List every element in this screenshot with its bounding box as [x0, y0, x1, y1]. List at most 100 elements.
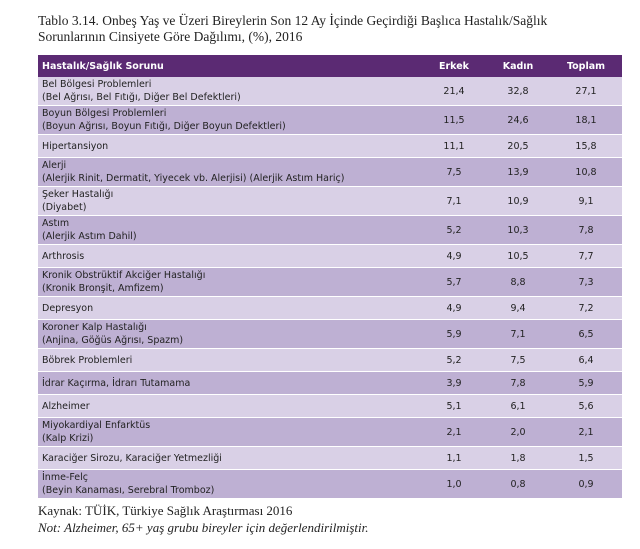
condition-name: Böbrek Problemleri [42, 354, 133, 366]
condition-name: Boyun Bölgesi Problemleri [42, 108, 167, 119]
male-value: 7,1 [422, 186, 486, 216]
female-value: 10,3 [486, 215, 550, 245]
condition-cell: Koroner Kalp Hastalığı (Anjina, Göğüs Ağr… [38, 319, 422, 349]
condition-name: Bel Bölgesi Problemleri [42, 79, 152, 90]
condition-cell: Kronik Obstrüktif Akciğer Hastalığı (Kron… [38, 267, 422, 297]
total-value: 7,3 [550, 267, 622, 297]
condition-cell: Hipertansiyon [38, 134, 422, 158]
condition-name: Hipertansiyon [42, 140, 109, 152]
female-value: 1,8 [486, 446, 550, 470]
male-value: 3,9 [422, 371, 486, 395]
source-line: Kaynak: TÜİK, Türkiye Sağlık Araştırması… [38, 503, 293, 518]
female-value: 0,8 [486, 469, 550, 499]
male-value: 5,2 [422, 215, 486, 245]
table-row: Koroner Kalp Hastalığı (Anjina, Göğüs Ağr… [38, 319, 622, 349]
female-value: 20,5 [486, 134, 550, 158]
total-value: 9,1 [550, 186, 622, 216]
condition-name: Arthrosis [42, 250, 85, 262]
female-value: 24,6 [486, 105, 550, 135]
table-body: Bel Bölgesi Problemleri (Bel Ağrısı, Bel … [38, 77, 622, 499]
total-value: 6,4 [550, 348, 622, 372]
total-value: 27,1 [550, 77, 622, 106]
male-value: 5,9 [422, 319, 486, 349]
condition-detail: (Alerjik Rinit, Dermatit, Yiyecek vb. Al… [42, 173, 345, 184]
total-value: 5,9 [550, 371, 622, 395]
total-value: 18,1 [550, 105, 622, 135]
condition-cell: Bel Bölgesi Problemleri (Bel Ağrısı, Bel … [38, 77, 422, 106]
female-value: 10,9 [486, 186, 550, 216]
header-total: Toplam [550, 55, 622, 77]
condition-detail: (Beyin Kanaması, Serebral Tromboz) [42, 485, 215, 496]
condition-cell: Depresyon [38, 296, 422, 320]
condition-name: Alerji [42, 160, 67, 171]
condition-cell: Arthrosis [38, 244, 422, 268]
table-row: İdrar Kaçırma, İdrarı Tutamama 3,9 7,8 5,9 [38, 371, 622, 395]
table-row: Hipertansiyon 11,1 20,5 15,8 [38, 134, 622, 158]
table-title-line-2: Sorunlarının Cinsiyete Göre Dağılımı, (%… [38, 29, 303, 44]
condition-cell: Böbrek Problemleri [38, 348, 422, 372]
female-value: 13,9 [486, 157, 550, 187]
condition-name: Miyokardiyal Enfarktüs [42, 420, 151, 431]
condition-detail: (Boyun Ağrısı, Boyun Fıtığı, Diğer Boyun… [42, 121, 286, 132]
condition-name: İnme-Felç [42, 472, 89, 483]
total-value: 7,2 [550, 296, 622, 320]
table-row: Alerji (Alerjik Rinit, Dermatit, Yiyecek … [38, 157, 622, 187]
condition-name: İdrar Kaçırma, İdrarı Tutamama [42, 377, 191, 389]
condition-name: Astım [42, 218, 70, 229]
condition-detail: (Bel Ağrısı, Bel Fıtığı, Diğer Bel Defek… [42, 92, 241, 103]
condition-name: Alzheimer [42, 400, 90, 412]
table-row: Karaciğer Sirozu, Karaciğer Yetmezliği 1,… [38, 446, 622, 470]
condition-cell: Karaciğer Sirozu, Karaciğer Yetmezliği [38, 446, 422, 470]
male-value: 11,5 [422, 105, 486, 135]
total-value: 6,5 [550, 319, 622, 349]
table-title: Tablo 3.14. Onbeş Yaş ve Üzeri Bireyleri… [38, 13, 638, 45]
condition-cell: Astım (Alerjik Astım Dahil) [38, 215, 422, 245]
table-row: Kronik Obstrüktif Akciğer Hastalığı (Kron… [38, 267, 622, 297]
condition-cell: Boyun Bölgesi Problemleri (Boyun Ağrısı, … [38, 105, 422, 135]
table-row: Depresyon 4,9 9,4 7,2 [38, 296, 622, 320]
table-row: Arthrosis 4,9 10,5 7,7 [38, 244, 622, 268]
male-value: 4,9 [422, 244, 486, 268]
male-value: 21,4 [422, 77, 486, 106]
male-value: 5,2 [422, 348, 486, 372]
female-value: 32,8 [486, 77, 550, 106]
disease-table: Hastalık/Sağlık Sorunu Erkek Kadın Topla… [38, 55, 622, 499]
table-title-line-1: Tablo 3.14. Onbeş Yaş ve Üzeri Bireyleri… [38, 13, 548, 28]
condition-cell: Alzheimer [38, 394, 422, 418]
total-value: 15,8 [550, 134, 622, 158]
female-value: 7,5 [486, 348, 550, 372]
female-value: 9,4 [486, 296, 550, 320]
condition-detail: (Kalp Krizi) [42, 433, 94, 444]
condition-detail: (Alerjik Astım Dahil) [42, 231, 137, 242]
condition-name: Koroner Kalp Hastalığı [42, 322, 147, 333]
condition-name: Karaciğer Sirozu, Karaciğer Yetmezliği [42, 452, 222, 464]
table-row: Bel Bölgesi Problemleri (Bel Ağrısı, Bel … [38, 77, 622, 106]
table-row: Böbrek Problemleri 5,2 7,5 6,4 [38, 348, 622, 372]
table-row: Şeker Hastalığı (Diyabet) 7,1 10,9 9,1 [38, 186, 622, 216]
condition-name: Şeker Hastalığı [42, 189, 114, 200]
condition-cell: Miyokardiyal Enfarktüs (Kalp Krizi) [38, 417, 422, 447]
table-row: Alzheimer 5,1 6,1 5,6 [38, 394, 622, 418]
total-value: 0,9 [550, 469, 622, 499]
header-condition: Hastalık/Sağlık Sorunu [38, 55, 422, 77]
condition-detail: (Diyabet) [42, 202, 87, 213]
condition-detail: (Kronik Bronşit, Amfizem) [42, 283, 164, 294]
header-female: Kadın [486, 55, 550, 77]
male-value: 4,9 [422, 296, 486, 320]
condition-name: Depresyon [42, 302, 94, 314]
female-value: 6,1 [486, 394, 550, 418]
table-row: Astım (Alerjik Astım Dahil) 5,2 10,3 7,8 [38, 215, 622, 245]
male-value: 5,1 [422, 394, 486, 418]
total-value: 7,8 [550, 215, 622, 245]
condition-name: Kronik Obstrüktif Akciğer Hastalığı [42, 270, 206, 281]
male-value: 7,5 [422, 157, 486, 187]
female-value: 10,5 [486, 244, 550, 268]
total-value: 1,5 [550, 446, 622, 470]
female-value: 2,0 [486, 417, 550, 447]
total-value: 2,1 [550, 417, 622, 447]
table-row: İnme-Felç (Beyin Kanaması, Serebral Tromb… [38, 469, 622, 499]
header-male: Erkek [422, 55, 486, 77]
table-header-row: Hastalık/Sağlık Sorunu Erkek Kadın Topla… [38, 55, 622, 77]
condition-cell: İnme-Felç (Beyin Kanaması, Serebral Tromb… [38, 469, 422, 499]
total-value: 7,7 [550, 244, 622, 268]
